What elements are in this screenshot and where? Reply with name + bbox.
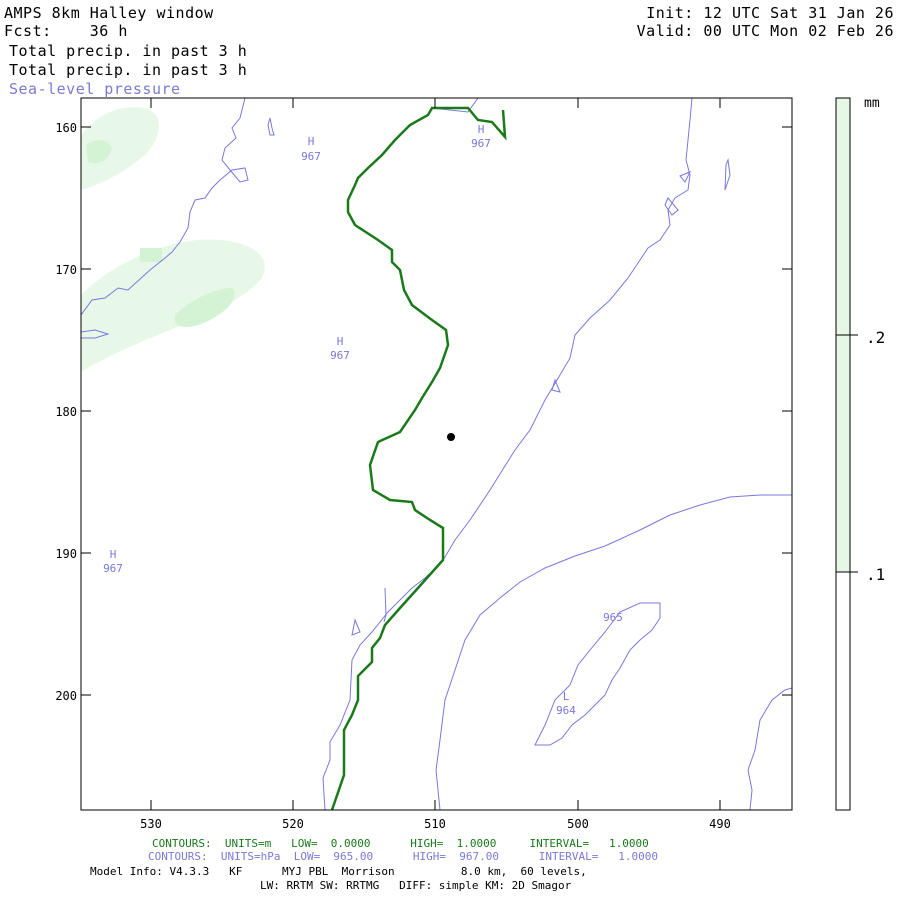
colorbar: mm .2 .1 — [835, 96, 885, 811]
green-contour — [330, 106, 507, 810]
x-tick-label: 530 — [140, 817, 162, 831]
plot-frame — [80, 97, 793, 811]
footer-physics-info: LW: RRTM SW: RRTMG DIFF: simple KM: 2D S… — [260, 879, 572, 892]
high-value: 967 — [471, 137, 491, 150]
isobar-lines — [81, 98, 792, 810]
y-tick-label: 180 — [55, 405, 77, 419]
precip-band-southwest — [81, 321, 118, 345]
high-value: 967 — [301, 150, 321, 163]
isobar-south-spike — [383, 587, 387, 623]
fcst-value: 36 h — [89, 22, 128, 40]
x-tick-label: 490 — [709, 817, 731, 831]
x-tick-label: 520 — [282, 817, 304, 831]
colorbar-upper — [835, 97, 851, 336]
isobar-east-small — [679, 171, 692, 183]
colorbar-lower — [835, 571, 851, 811]
x-axis-labels: 530 520 510 500 490 — [140, 817, 731, 831]
y-tick-label: 190 — [55, 547, 77, 561]
high-letter: H — [337, 335, 344, 348]
colorbar-unit: mm — [864, 96, 880, 111]
footer-green-contours: CONTOURS: UNITS=m LOW= 0.0000 HIGH= 1.00… — [152, 837, 649, 850]
isobar-east-tail — [724, 158, 731, 191]
precip-shading — [81, 107, 265, 372]
x-tick-label: 500 — [567, 817, 589, 831]
y-axis-ticks — [81, 126, 792, 696]
footer-model-info: Model Info: V4.3.3 KF MYJ PBL Morrison 8… — [90, 865, 587, 878]
precip-band-west — [81, 239, 265, 372]
pressure-labels: H 967 H 967 H 967 H 967 L 964 965 — [103, 123, 623, 717]
isobar-south-islet — [351, 618, 361, 636]
isobar-west-small — [267, 117, 275, 136]
high-value: 967 — [330, 349, 350, 362]
high-letter: H — [110, 548, 117, 561]
valid-time: Valid: 00 UTC Mon 02 Feb 26 — [636, 22, 894, 40]
colorbar-middle — [835, 334, 851, 573]
forecast-hour: Fcst: 36 h — [4, 22, 128, 40]
colorbar-label: .2 — [866, 328, 885, 347]
isobar-west-lobe — [81, 329, 110, 339]
map-title: AMPS 8km Halley window — [4, 4, 214, 22]
high-value: 967 — [103, 562, 123, 575]
isobar-965 — [534, 602, 661, 746]
init-time: Init: 12 UTC Sat 31 Jan 26 — [646, 4, 894, 22]
high-letter: H — [308, 135, 315, 148]
precip-band-west-core — [175, 288, 235, 328]
fcst-label: Fcst: — [4, 22, 52, 40]
isobar-central — [322, 98, 693, 810]
isobar-southeast-lower — [747, 687, 792, 810]
isobar-west — [81, 98, 249, 316]
low-value: 964 — [556, 704, 576, 717]
isobar-965-label: 965 — [603, 611, 623, 624]
isobar-east-islet — [664, 197, 679, 216]
y-tick-label: 170 — [55, 263, 77, 277]
isobar-southeast — [435, 494, 792, 810]
footer-blue-contours: CONTOURS: UNITS=hPa LOW= 965.00 HIGH= 96… — [148, 850, 658, 863]
x-axis-ticks — [150, 98, 721, 810]
y-axis-labels: 160 170 180 190 200 — [55, 121, 77, 703]
field-name-2: Total precip. in past 3 h — [9, 61, 248, 79]
colorbar-label: .1 — [866, 565, 885, 584]
field-name-1: Total precip. in past 3 h — [9, 42, 248, 60]
precip-core-northwest — [86, 140, 112, 164]
low-letter: L — [563, 690, 570, 703]
precip-patch-west — [140, 248, 162, 262]
precip-area-northwest — [81, 107, 160, 190]
high-letter: H — [478, 123, 485, 136]
field-name-3: Sea-level pressure — [9, 80, 181, 98]
y-tick-label: 160 — [55, 121, 77, 135]
y-tick-label: 200 — [55, 689, 77, 703]
x-tick-label: 510 — [424, 817, 446, 831]
isobar-northcentral — [431, 98, 479, 113]
location-marker — [447, 433, 455, 441]
isobar-central-kink — [551, 378, 561, 393]
